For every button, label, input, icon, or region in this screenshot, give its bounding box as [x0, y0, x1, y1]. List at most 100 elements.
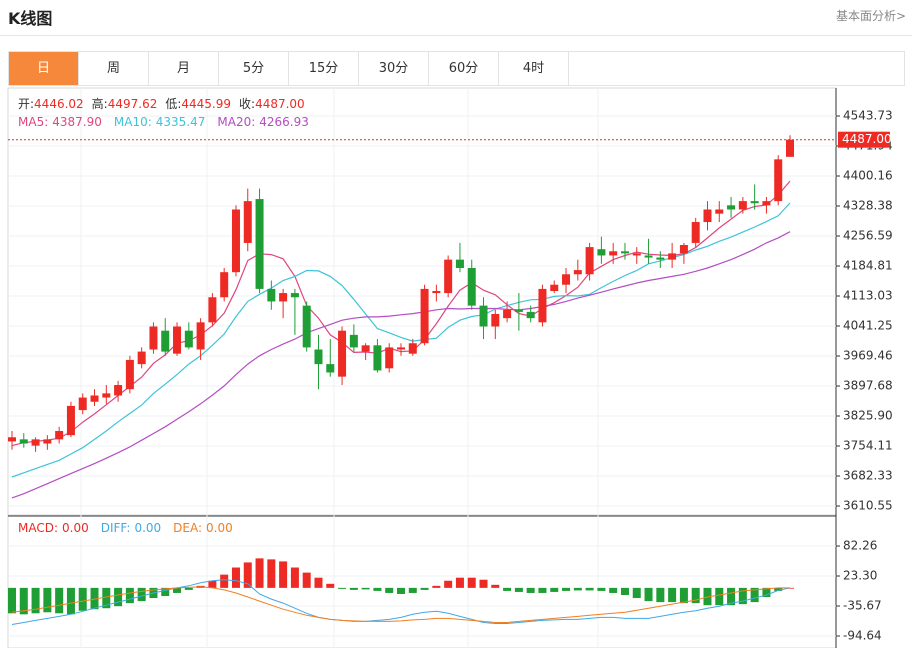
candle-body [514, 309, 523, 312]
macd-bar [691, 587, 700, 604]
macd-bar [738, 587, 747, 605]
period-tabs: 日周月 5分 15分 30分 60分 4时 [8, 51, 905, 86]
macd-bar [727, 587, 736, 606]
macd-bar [526, 587, 535, 593]
macd-bar [679, 587, 688, 604]
macd-bar [408, 587, 417, 593]
candle-body [703, 209, 712, 223]
macd-bar [125, 587, 134, 604]
macd-bar [514, 587, 523, 592]
candle-body [420, 288, 429, 344]
macd-bar [55, 587, 64, 614]
candle-body [491, 313, 500, 327]
line-series [11, 202, 791, 478]
candle-body [585, 247, 594, 275]
legend-value: 0.00 [206, 521, 233, 535]
candle-body [550, 284, 559, 291]
page-title: K线图 [8, 9, 53, 28]
candle-body [562, 274, 571, 285]
y-tick-label: 82.26 [843, 539, 877, 553]
macd-bar [420, 587, 429, 590]
macd-bar [8, 587, 16, 614]
candle-body [31, 439, 40, 446]
period-tab[interactable]: 15分 [289, 52, 359, 85]
candle-body [102, 393, 111, 398]
candle-body [220, 272, 229, 298]
candle-body [774, 159, 783, 202]
info-value: 4445.99 [181, 97, 231, 111]
period-tab[interactable]: 4时 [499, 52, 569, 85]
macd-bar [479, 579, 488, 588]
legend-name: MA5: [18, 115, 48, 129]
period-tab[interactable]: 60分 [429, 52, 499, 85]
macd-bar [432, 585, 441, 588]
candle-body [326, 364, 335, 373]
period-tab[interactable]: 月 [149, 52, 219, 85]
macd-bar [503, 587, 512, 591]
candle-body [8, 437, 16, 442]
macd-bar [19, 587, 28, 615]
legend-value: 4266.93 [259, 115, 309, 129]
info-value: 4487.00 [255, 97, 305, 111]
candle-body [738, 201, 747, 210]
macd-bar [455, 577, 464, 588]
candle-body [361, 345, 370, 352]
candle-body [538, 288, 547, 323]
candle-body [750, 201, 759, 204]
candle-body [644, 255, 653, 258]
candle-body [786, 139, 794, 157]
macd-bar [279, 561, 288, 588]
divider [0, 35, 912, 36]
macd-bar [349, 587, 358, 590]
candle-body [349, 334, 358, 348]
legend-value: 4335.47 [156, 115, 206, 129]
legend-name: MACD: [18, 521, 58, 535]
macd-bar [597, 587, 606, 591]
info-value: 4497.62 [108, 97, 158, 111]
macd-bar [762, 587, 771, 598]
candle-body [279, 293, 288, 302]
y-tick-label: 4543.73 [843, 108, 893, 122]
macd-bar [562, 587, 571, 591]
period-tab[interactable]: 30分 [359, 52, 429, 85]
macd-bar [43, 587, 52, 613]
macd-bar [102, 587, 111, 609]
macd-bar [255, 558, 264, 588]
legend-value: 0.00 [134, 521, 161, 535]
period-tab[interactable]: 周 [79, 52, 149, 85]
macd-bar [573, 587, 582, 591]
last-price-box [838, 131, 890, 148]
candle-body [173, 326, 182, 354]
candle-body [573, 270, 582, 275]
macd-bar [397, 587, 405, 594]
candle-body [184, 330, 193, 348]
macd-bar [609, 587, 618, 593]
macd-bar [31, 587, 40, 614]
y-tick-label: 4328.38 [843, 198, 893, 212]
macd-bar [538, 587, 547, 593]
macd-bar [66, 587, 75, 615]
macd-bar [644, 587, 653, 602]
macd-bar [326, 583, 335, 588]
macd-bar [137, 587, 146, 602]
period-tab[interactable]: 日 [9, 52, 79, 85]
candle-body [609, 251, 618, 256]
candle-body [290, 293, 299, 298]
macd-bar [184, 587, 193, 590]
y-tick-label: 4113.03 [843, 288, 893, 302]
macd-bar [632, 587, 641, 599]
macd-bar [78, 587, 87, 611]
legend-value: 4387.90 [52, 115, 102, 129]
legend-value: 0.00 [62, 521, 89, 535]
line-series [11, 180, 791, 447]
candle-body [78, 397, 87, 411]
y-tick-label: 4184.81 [843, 258, 893, 272]
candle-body [125, 359, 134, 390]
line-series [11, 586, 790, 623]
candle-body [231, 209, 240, 273]
fundamental-link[interactable]: 基本面分析> [835, 9, 906, 23]
period-tab[interactable]: 5分 [219, 52, 289, 85]
legend: MA5: 4387.90 MA10: 4335.47 MA20: 4266.93 [18, 115, 309, 129]
